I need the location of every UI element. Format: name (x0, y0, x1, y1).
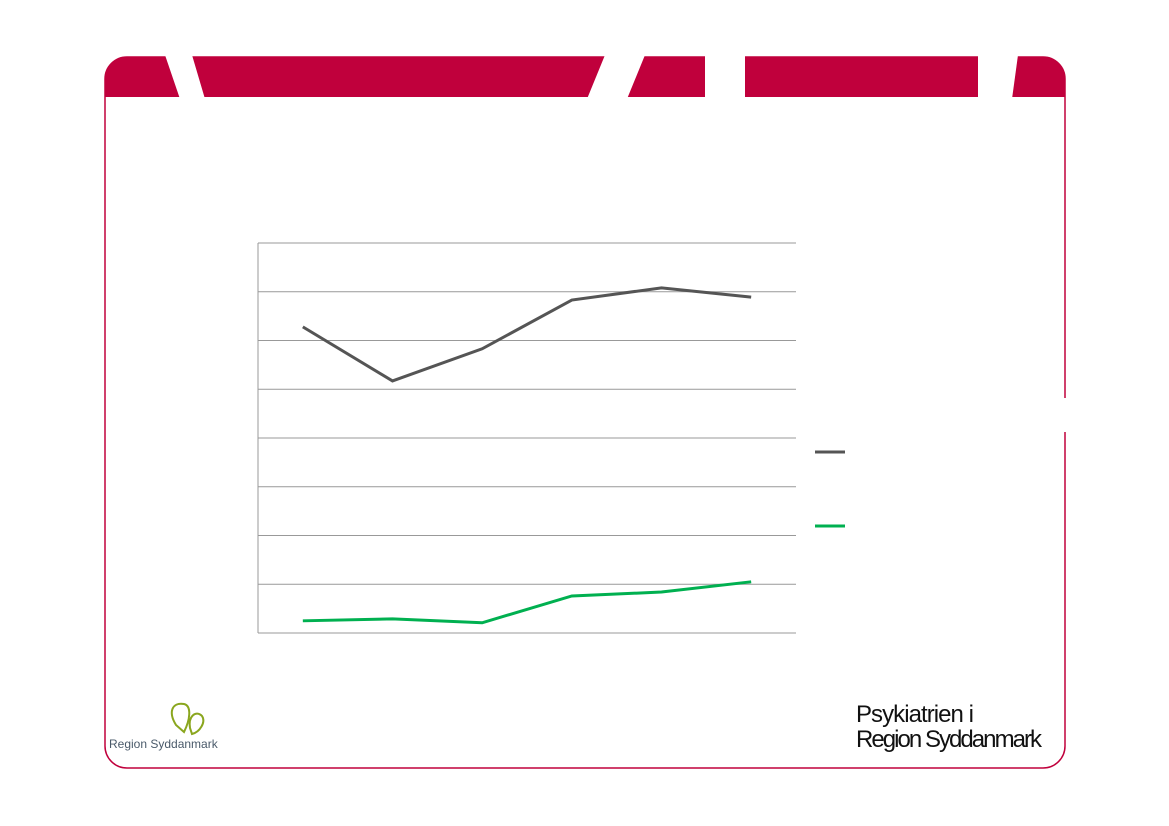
series-line (302, 286, 752, 383)
logo-mark (188, 712, 205, 736)
header-cut (978, 55, 1018, 99)
header-cut (705, 55, 745, 99)
plot-area (258, 242, 796, 634)
series-line (302, 580, 752, 625)
header-band (105, 57, 1065, 97)
brand-text: Psykiatrien i (856, 701, 974, 728)
slide-frame (104, 56, 1066, 769)
header-cut (165, 55, 205, 99)
frame-gap (1062, 398, 1068, 432)
header-cut (587, 55, 645, 99)
logo-text: Region Syddanmark (109, 737, 219, 751)
logo: Region Syddanmark (109, 702, 219, 751)
logo-mark (170, 702, 191, 734)
brand-text: Region Syddanmark (856, 726, 1043, 753)
